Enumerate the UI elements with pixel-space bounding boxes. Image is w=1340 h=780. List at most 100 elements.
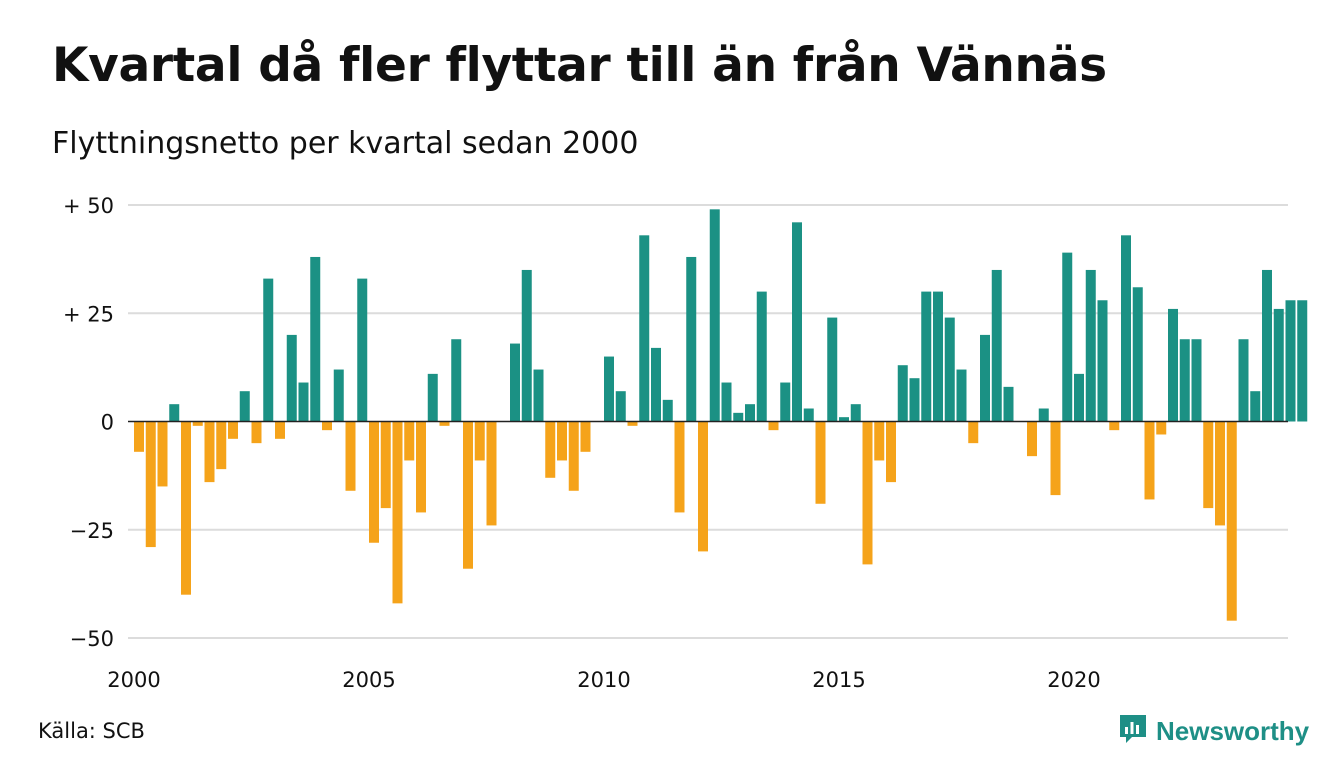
bar: [1238, 339, 1249, 422]
bar: [897, 365, 908, 422]
bar: [1168, 308, 1178, 422]
source-note: Källa: SCB: [38, 719, 145, 743]
bar: [874, 421, 885, 461]
brand-name: Newsworthy: [1156, 715, 1310, 746]
bar: [298, 382, 309, 422]
bar: [745, 404, 755, 422]
chart-title: Kvartal då fler flyttar till än från Vän…: [52, 38, 1107, 93]
bar: [451, 339, 462, 422]
y-tick-label: + 50: [63, 194, 114, 218]
bar: [1074, 373, 1084, 422]
bar: [968, 421, 979, 444]
bar: [850, 404, 861, 422]
bar: [533, 369, 544, 422]
bar: [1144, 421, 1155, 500]
bar: [521, 269, 532, 422]
bar: [1215, 421, 1225, 526]
bar: [604, 356, 614, 422]
bar: [474, 421, 485, 461]
x-tick-label: 2005: [342, 668, 395, 692]
bar: [568, 421, 579, 491]
bar: [263, 278, 274, 422]
bar: [369, 421, 379, 543]
bar: [181, 421, 191, 595]
bars: [134, 209, 1308, 621]
bar: [427, 373, 438, 422]
x-tick-label: 2010: [577, 668, 630, 692]
y-tick-label: −25: [70, 519, 114, 543]
bar: [721, 382, 732, 422]
bar: [886, 421, 896, 483]
bar: [463, 421, 473, 569]
bar: [651, 347, 661, 422]
bar: [839, 417, 849, 422]
bar: [580, 421, 591, 452]
newsworthy-logo-icon: [1118, 713, 1148, 749]
bar: [545, 421, 556, 478]
x-tick-label: 2000: [107, 668, 160, 692]
bar: [1050, 421, 1061, 496]
bar: [815, 421, 826, 504]
bar: [192, 421, 203, 426]
bar: [1027, 421, 1037, 457]
bar: [251, 421, 262, 444]
bar: [1191, 339, 1202, 422]
bar: [1297, 300, 1308, 422]
brand-logo[interactable]: Newsworthy: [1118, 713, 1309, 749]
y-tick-label: 0: [101, 411, 114, 435]
bar: [933, 291, 943, 422]
bar: [991, 269, 1002, 422]
x-tick-label: 2020: [1047, 668, 1100, 692]
bar: [439, 421, 450, 426]
bar: [380, 421, 391, 509]
bar: [1003, 386, 1014, 422]
bar: [1038, 408, 1049, 422]
bar: [486, 421, 497, 526]
bar: [333, 369, 344, 422]
bar: [404, 421, 415, 461]
bar: [662, 399, 673, 422]
bar: [557, 421, 567, 461]
bar: [709, 209, 720, 422]
bar: [780, 382, 791, 422]
bar: [1273, 308, 1284, 422]
bar: [1085, 269, 1096, 422]
bar: [1250, 391, 1261, 422]
bar: [145, 421, 156, 548]
bar: [686, 256, 697, 422]
bar: [827, 317, 838, 422]
bar: [1226, 421, 1237, 621]
bar: [768, 421, 779, 431]
bar: [956, 369, 967, 422]
bar: [310, 256, 321, 422]
bar: [803, 408, 814, 422]
bar: [627, 421, 638, 426]
bar: [1109, 421, 1120, 431]
y-axis-ticks: + 50 + 25 0 −25 −50: [63, 194, 114, 651]
bar: [216, 421, 227, 470]
bar: [1062, 252, 1073, 422]
bar: [1097, 300, 1108, 422]
bar: [756, 291, 767, 422]
bar: [134, 421, 144, 452]
bar: [980, 334, 990, 422]
bar: [1132, 287, 1143, 422]
bar: [674, 421, 685, 513]
bar: [345, 421, 356, 491]
bar: [286, 334, 297, 422]
bar: [322, 421, 332, 431]
bar: [909, 378, 920, 422]
y-tick-label: + 25: [63, 302, 114, 326]
bar: [921, 291, 932, 422]
bar: [416, 421, 426, 513]
x-tick-label: 2015: [812, 668, 865, 692]
bar: [792, 222, 802, 422]
bar: [639, 235, 650, 422]
bar: [1285, 300, 1296, 422]
bar: [698, 421, 708, 552]
bar: [1179, 339, 1190, 422]
bar: [392, 421, 403, 604]
bar: [1262, 269, 1272, 422]
bar: [204, 421, 215, 483]
